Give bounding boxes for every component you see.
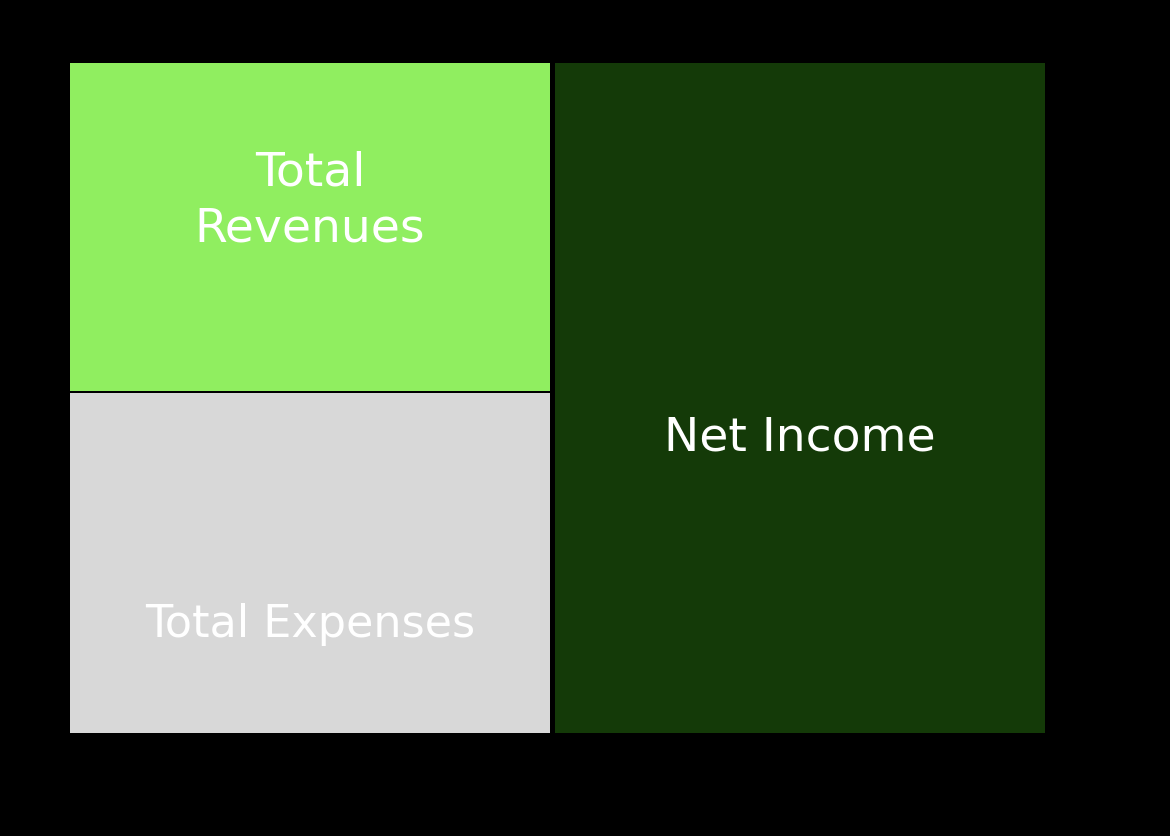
Text: Total Expenses: Total Expenses	[145, 603, 475, 645]
Bar	[70, 63, 550, 391]
Text: Total
Revenues: Total Revenues	[194, 150, 425, 251]
Bar	[70, 393, 550, 733]
Text: Net Income: Net Income	[665, 415, 936, 461]
Bar	[555, 63, 1045, 733]
